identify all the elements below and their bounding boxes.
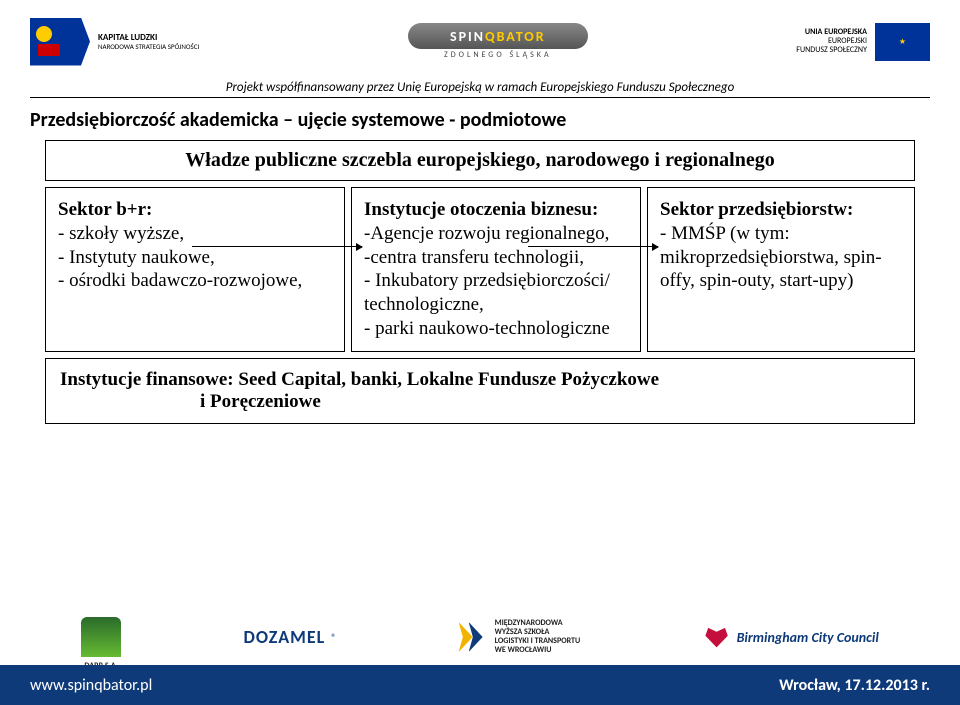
col2-l1: -Agencje rozwoju regionalnego, <box>364 222 628 246</box>
box-enterprises: Sektor przedsiębiorstw: - MMŚP (w tym: m… <box>647 187 915 352</box>
bottom-l2: i Poręczeniowe <box>60 391 900 413</box>
heart-icon <box>703 624 731 650</box>
kl-text: KAPITAŁ LUDZKI NARODOWA STRATEGIA SPÓJNO… <box>98 33 199 50</box>
col2-l4: - parki naukowo-technologiczne <box>364 317 628 341</box>
col1-l1: - szkoły wyższe, <box>58 222 332 246</box>
spin-suffix: QBATOR <box>485 28 546 45</box>
page-title: Przedsiębiorczość akademicka – ujęcie sy… <box>0 98 960 140</box>
kl-sub: NARODOWA STRATEGIA SPÓJNOŚCI <box>98 43 199 50</box>
mwsl-logo: MIĘDZYNARODOWA WYŻSZA SZKOŁA LOGISTYKI I… <box>459 617 581 657</box>
spin-main: SPIN <box>450 28 485 45</box>
col1-l3: - ośrodki badawczo-rozwojowe, <box>58 269 332 293</box>
eu-logo: UNIA EUROPEJSKA EUROPEJSKI FUNDUSZ SPOŁE… <box>796 23 930 61</box>
box-sector-br: Sektor b+r: - szkoły wyższe, - Instytuty… <box>45 187 345 352</box>
eu-text: UNIA EUROPEJSKA EUROPEJSKI FUNDUSZ SPOŁE… <box>796 28 867 54</box>
col3-l1: - MMŚP (w tym: mikroprzedsiębiorstwa, sp… <box>660 222 902 293</box>
arrow-icon <box>192 246 362 247</box>
spin-oval: SPINQBATOR <box>408 23 588 49</box>
footer-bar: www.spinqbator.pl Wrocław, 17.12.2013 r. <box>0 665 960 705</box>
spinqbator-logo: SPINQBATOR ZDOLNEGO ŚLĄSKA <box>408 23 588 60</box>
arrow-icon <box>528 246 658 247</box>
footer-logos: DARR S.A. DOZAMEL® MIĘDZYNARODOWA WYŻSZA… <box>0 617 960 657</box>
spin-sub: ZDOLNEGO ŚLĄSKA <box>444 50 552 60</box>
col2-l2: -centra transferu technologii, <box>364 246 628 270</box>
box-financial-institutions: Instytucje finansowe: Seed Capital, bank… <box>45 358 915 424</box>
col2-l3: - Inkubatory przedsiębiorczości/ technol… <box>364 269 628 317</box>
mwsl-text: MIĘDZYNARODOWA WYŻSZA SZKOŁA LOGISTYKI I… <box>495 619 581 654</box>
bcc-logo: Birmingham City Council <box>703 624 879 650</box>
tree-icon <box>81 617 121 657</box>
box-authorities: Władze publiczne szczebla europejskiego,… <box>45 140 915 181</box>
box-business-env: Instytucje otoczenia biznesu: -Agencje r… <box>351 187 641 352</box>
bcc-text: Birmingham City Council <box>737 629 879 646</box>
header-bar: KAPITAŁ LUDZKI NARODOWA STRATEGIA SPÓJNO… <box>0 0 960 78</box>
kapital-ludzki-logo: KAPITAŁ LUDZKI NARODOWA STRATEGIA SPÓJNO… <box>30 18 199 66</box>
col2-heading: Instytucje otoczenia biznesu: <box>364 198 628 222</box>
kl-icon <box>30 18 90 66</box>
bottom-l1: Instytucje finansowe: Seed Capital, bank… <box>60 369 659 390</box>
project-funding-line: Projekt współfinansowany przez Unię Euro… <box>0 78 960 97</box>
dozamel-text: DOZAMEL <box>243 626 325 648</box>
dozamel-logo: DOZAMEL® <box>243 626 336 648</box>
col3-heading: Sektor przedsiębiorstw: <box>660 198 902 222</box>
footer-url: www.spinqbator.pl <box>30 676 152 695</box>
footer-date: Wrocław, 17.12.2013 r. <box>779 676 930 695</box>
eu-flag-icon <box>875 23 930 61</box>
darr-logo: DARR S.A. <box>81 617 121 657</box>
col1-l2: - Instytuty naukowe, <box>58 246 332 270</box>
middle-row: Sektor b+r: - szkoły wyższe, - Instytuty… <box>45 187 915 352</box>
eu-sub2: FUNDUSZ SPOŁECZNY <box>796 46 867 55</box>
diagram: Władze publiczne szczebla europejskiego,… <box>0 140 960 424</box>
mwsl-l4: WE WROCŁAWIU <box>495 646 581 655</box>
col1-heading: Sektor b+r: <box>58 198 332 222</box>
chevron-icon <box>459 617 489 657</box>
